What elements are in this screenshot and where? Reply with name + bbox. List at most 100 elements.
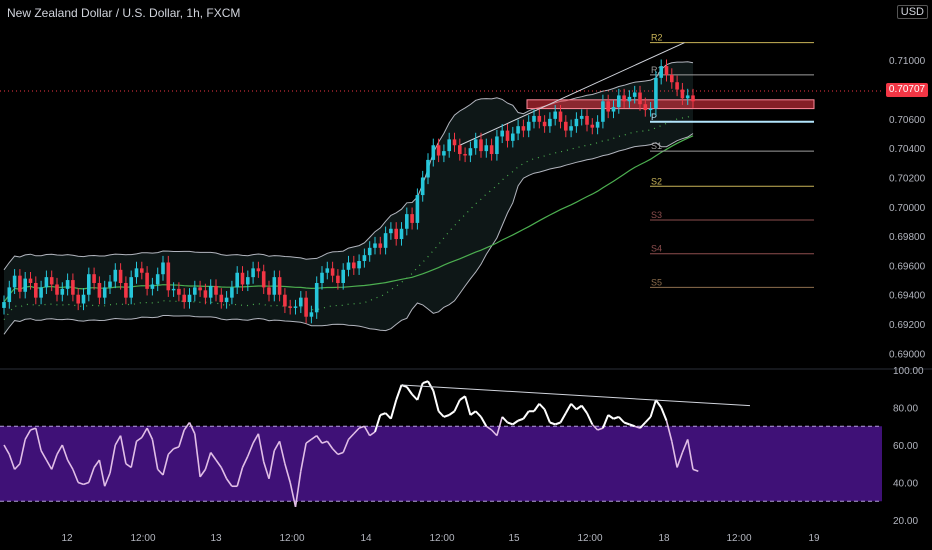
candle-body bbox=[246, 277, 250, 285]
candle-body bbox=[357, 261, 361, 269]
rsi-segment bbox=[30, 427, 37, 431]
candle-body bbox=[410, 214, 414, 223]
candle-body bbox=[442, 151, 446, 156]
currency-selector[interactable]: USD bbox=[896, 5, 928, 19]
time-axis-tick: 12 bbox=[61, 533, 73, 544]
candle-body bbox=[378, 243, 383, 248]
candle-body bbox=[81, 294, 86, 304]
rsi-segment bbox=[83, 481, 90, 486]
rsi-segment bbox=[109, 444, 117, 474]
candle-body bbox=[564, 121, 568, 131]
candle-body bbox=[150, 284, 155, 289]
rsi-segment bbox=[665, 420, 673, 442]
candle-body bbox=[261, 271, 266, 288]
candle-body bbox=[367, 247, 372, 256]
candle-body bbox=[590, 124, 595, 128]
rsi-segment bbox=[353, 427, 360, 435]
candle-body bbox=[171, 288, 176, 291]
rsi-divergence-line bbox=[401, 384, 751, 407]
rsi-segment bbox=[491, 429, 498, 437]
candle-body bbox=[140, 268, 144, 273]
price-axis-tick: 0.69400 bbox=[889, 291, 926, 302]
candle-body bbox=[49, 277, 54, 285]
candle-body bbox=[505, 130, 510, 141]
time-axis-tick: 12:00 bbox=[726, 533, 751, 544]
candle-body bbox=[235, 272, 239, 288]
rsi-axis-tick: 80.00 bbox=[893, 404, 918, 415]
rsi-segment bbox=[575, 404, 583, 411]
rsi-segment bbox=[157, 468, 164, 476]
candle-body bbox=[399, 228, 404, 240]
candle-body bbox=[18, 275, 22, 292]
candle-body bbox=[373, 243, 377, 248]
time-axis-tick: 13 bbox=[210, 533, 222, 544]
rsi-segment bbox=[35, 427, 42, 451]
rsi-segment bbox=[220, 467, 228, 480]
candle-body bbox=[330, 268, 335, 276]
bollinger-lower bbox=[3, 133, 694, 335]
rsi-segment bbox=[676, 452, 684, 468]
moving-average bbox=[3, 135, 694, 303]
candle-body bbox=[452, 139, 457, 146]
price-axis-tick: 0.69600 bbox=[889, 261, 926, 272]
candle-body bbox=[161, 262, 165, 275]
candle-body bbox=[129, 277, 133, 298]
rsi-segment bbox=[252, 433, 260, 444]
rsi-segment bbox=[512, 419, 519, 426]
time-axis-tick: 14 bbox=[360, 533, 372, 544]
chart-title: New Zealand Dollar / U.S. Dollar, 1h, FX… bbox=[7, 6, 241, 20]
rsi-segment bbox=[310, 434, 318, 441]
candle-body bbox=[479, 139, 483, 152]
candle-body bbox=[145, 272, 149, 289]
candle-body bbox=[579, 115, 584, 119]
rsi-segment bbox=[692, 468, 699, 473]
time-axis-tick: 18 bbox=[658, 533, 670, 544]
rsi-segment bbox=[422, 380, 429, 385]
rsi-segment bbox=[167, 448, 175, 455]
candle-body bbox=[23, 278, 27, 292]
time-axis-tick: 19 bbox=[808, 533, 820, 544]
candle-body bbox=[670, 74, 674, 83]
rsi-axis-tick: 20.00 bbox=[893, 516, 918, 527]
price-axis-tick: 0.69800 bbox=[889, 232, 926, 243]
candle-body bbox=[405, 214, 409, 229]
rsi-segment bbox=[634, 425, 641, 429]
candle-body bbox=[426, 159, 430, 178]
candle-body bbox=[219, 294, 224, 303]
rsi-axis-tick: 40.00 bbox=[893, 479, 918, 490]
candle-body bbox=[415, 195, 420, 223]
candle-body bbox=[155, 274, 160, 285]
candle-body bbox=[495, 136, 499, 155]
price-axis-tick: 0.70200 bbox=[889, 173, 926, 184]
candle-body bbox=[627, 96, 632, 102]
candle-body bbox=[484, 145, 489, 152]
rsi-segment bbox=[326, 440, 334, 450]
candle-body bbox=[76, 294, 80, 304]
rsi-segment bbox=[501, 416, 509, 424]
candle-body bbox=[320, 272, 324, 283]
candle-body bbox=[224, 297, 229, 303]
candle-body bbox=[277, 277, 282, 295]
candle-body bbox=[632, 92, 637, 97]
rsi-segment bbox=[24, 429, 32, 440]
rsi-segment bbox=[50, 454, 58, 470]
time-axis-tick: 12:00 bbox=[577, 533, 602, 544]
candle-body bbox=[394, 228, 398, 240]
rsi-segment bbox=[405, 386, 413, 395]
rsi-segment bbox=[655, 399, 663, 409]
candle-body bbox=[208, 285, 213, 298]
candle-body bbox=[654, 77, 658, 109]
rsi-segment bbox=[136, 436, 143, 442]
rsi-segment bbox=[660, 407, 668, 421]
rsi-segment bbox=[98, 459, 106, 487]
price-axis-tick: 0.69000 bbox=[889, 349, 926, 360]
rsi-segment bbox=[543, 409, 551, 423]
price-axis-tick: 0.71000 bbox=[889, 56, 926, 67]
candle-body bbox=[256, 268, 261, 272]
candle-body bbox=[34, 283, 38, 298]
candle-body bbox=[585, 115, 589, 125]
candle-body bbox=[7, 287, 12, 303]
rsi-segment bbox=[686, 439, 694, 470]
rsi-segment bbox=[570, 403, 578, 411]
